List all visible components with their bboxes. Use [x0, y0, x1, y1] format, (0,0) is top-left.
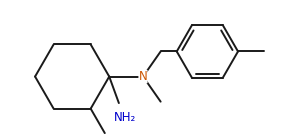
Text: NH₂: NH₂: [114, 111, 137, 124]
Text: N: N: [139, 70, 148, 83]
